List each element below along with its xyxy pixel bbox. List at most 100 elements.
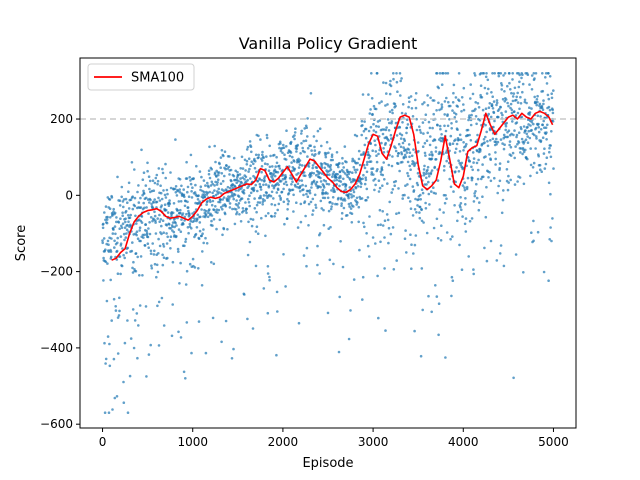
- scatter-point: [399, 145, 403, 149]
- scatter-point: [247, 157, 251, 160]
- scatter-point: [523, 140, 526, 143]
- scatter-point: [218, 191, 221, 194]
- scatter-point: [343, 172, 347, 175]
- scatter-point: [549, 192, 552, 196]
- scatter-point: [147, 353, 151, 356]
- scatter-point: [514, 145, 517, 148]
- scatter-point: [382, 81, 385, 84]
- scatter-point: [292, 193, 295, 197]
- scatter-point: [511, 120, 514, 123]
- scatter-point: [512, 376, 515, 380]
- scatter-point: [413, 329, 416, 333]
- scatter-point: [426, 168, 429, 172]
- scatter-point: [420, 219, 424, 223]
- scatter-point: [143, 206, 146, 210]
- scatter-point: [324, 179, 328, 183]
- scatter-point: [446, 124, 450, 128]
- scatter-point: [311, 164, 315, 167]
- scatter-point: [142, 171, 146, 174]
- scatter-point: [110, 237, 113, 240]
- scatter-point: [502, 189, 505, 192]
- scatter-point: [148, 232, 152, 236]
- scatter-point: [358, 163, 362, 167]
- scatter-point: [391, 155, 394, 158]
- scatter-point: [163, 193, 167, 197]
- scatter-point: [147, 227, 150, 230]
- scatter-point: [515, 121, 519, 124]
- scatter-point: [160, 296, 164, 300]
- scatter-point: [228, 202, 232, 205]
- scatter-point: [375, 160, 379, 164]
- scatter-point: [525, 132, 529, 136]
- scatter-point: [495, 103, 498, 107]
- scatter-point: [206, 191, 209, 195]
- scatter-point: [185, 269, 189, 273]
- scatter-point: [204, 351, 208, 355]
- scatter-point: [106, 239, 110, 243]
- scatter-point: [360, 182, 363, 186]
- scatter-point: [484, 155, 487, 158]
- scatter-point: [535, 171, 539, 174]
- scatter-point: [208, 176, 212, 180]
- scatter-point: [534, 147, 537, 150]
- scatter-point: [270, 215, 274, 218]
- scatter-point: [264, 183, 268, 186]
- scatter-point: [355, 196, 359, 200]
- scatter-point: [232, 197, 235, 201]
- scatter-point: [215, 227, 218, 231]
- scatter-point: [153, 214, 157, 218]
- scatter-point: [255, 225, 259, 228]
- scatter-point: [361, 298, 364, 301]
- scatter-point: [387, 226, 391, 230]
- scatter-point: [386, 182, 389, 185]
- scatter-point: [261, 150, 264, 154]
- scatter-point: [365, 232, 368, 235]
- scatter-point: [262, 183, 265, 187]
- scatter-point: [377, 190, 381, 193]
- scatter-point: [325, 182, 329, 186]
- scatter-point: [438, 124, 442, 128]
- scatter-point: [233, 222, 237, 226]
- scatter-point: [393, 102, 397, 106]
- scatter-point: [252, 188, 256, 192]
- scatter-point: [186, 200, 189, 204]
- scatter-point: [532, 122, 535, 126]
- scatter-point: [300, 164, 304, 167]
- scatter-point: [251, 327, 255, 330]
- scatter-point: [155, 200, 159, 204]
- scatter-point: [367, 93, 370, 96]
- scatter-point: [309, 92, 313, 95]
- scatter-point: [186, 226, 190, 229]
- scatter-point: [181, 212, 185, 215]
- scatter-point: [199, 188, 202, 192]
- scatter-point: [200, 234, 203, 238]
- scatter-point: [509, 145, 513, 149]
- scatter-point: [379, 170, 383, 173]
- scatter-point: [465, 142, 468, 146]
- scatter-point: [169, 186, 173, 190]
- scatter-point: [245, 159, 249, 163]
- x-tick-label: 1000: [177, 435, 208, 449]
- scatter-point: [253, 197, 256, 200]
- scatter-point: [148, 187, 151, 191]
- scatter-point: [348, 192, 351, 196]
- scatter-point: [197, 194, 200, 197]
- scatter-point: [211, 199, 215, 203]
- scatter-point: [333, 179, 336, 182]
- scatter-point: [331, 202, 334, 205]
- scatter-point: [449, 185, 453, 189]
- scatter-point: [403, 139, 407, 142]
- scatter-point: [331, 175, 334, 178]
- scatter-point: [498, 252, 502, 255]
- scatter-point: [183, 195, 186, 199]
- scatter-point: [129, 213, 132, 217]
- scatter-point: [444, 356, 447, 359]
- scatter-point: [306, 195, 310, 198]
- scatter-point: [473, 194, 477, 198]
- scatter-point: [491, 95, 495, 98]
- scatter-point: [297, 166, 301, 169]
- scatter-point: [486, 144, 490, 148]
- scatter-point: [228, 173, 231, 176]
- scatter-point: [122, 198, 126, 201]
- scatter-point: [262, 194, 266, 197]
